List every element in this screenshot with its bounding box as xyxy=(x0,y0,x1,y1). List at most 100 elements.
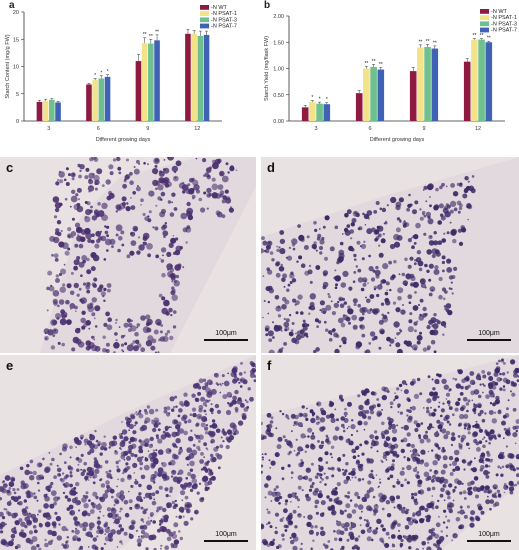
starch-granule xyxy=(268,241,271,244)
y-tick-label: 20 xyxy=(13,10,19,16)
starch-granule xyxy=(317,233,322,238)
starch-granule xyxy=(288,520,293,525)
starch-granule xyxy=(448,423,452,426)
starch-granule xyxy=(385,436,391,442)
starch-granule xyxy=(77,539,80,541)
starch-granule xyxy=(222,431,228,436)
starch-granule xyxy=(327,293,330,296)
starch-granule xyxy=(457,397,461,402)
starch-granule xyxy=(406,417,413,423)
starch-granule xyxy=(366,210,373,216)
starch-granule xyxy=(386,204,389,207)
starch-granule xyxy=(214,158,221,165)
starch-granule xyxy=(385,281,390,286)
starch-granule xyxy=(63,178,67,182)
starch-granule xyxy=(409,256,414,261)
starch-granule xyxy=(33,492,36,495)
starch-granule xyxy=(289,314,292,317)
starch-granule xyxy=(261,453,264,455)
starch-granule xyxy=(320,526,324,530)
starch-granule xyxy=(153,329,159,335)
starch-granule xyxy=(300,311,304,315)
starch-granule xyxy=(147,218,152,223)
starch-granule xyxy=(369,331,376,337)
scale-label-d: 100μm xyxy=(478,330,500,337)
starch-granule xyxy=(370,469,374,473)
starch-granule xyxy=(130,205,136,210)
starch-granule xyxy=(80,453,84,457)
starch-granule xyxy=(10,533,16,539)
scale-label-e: 100μm xyxy=(215,531,237,538)
starch-granule xyxy=(314,499,320,505)
starch-granule xyxy=(323,256,329,261)
starch-granule xyxy=(447,519,451,523)
starch-granule xyxy=(204,172,210,178)
starch-granule xyxy=(419,505,425,511)
starch-granule xyxy=(426,269,430,273)
starch-granule xyxy=(413,321,418,326)
starch-granule xyxy=(359,245,362,248)
starch-granule xyxy=(448,287,451,290)
starch-granule xyxy=(113,503,116,507)
starch-granule xyxy=(502,452,505,454)
starch-granule xyxy=(150,443,153,446)
starch-granule xyxy=(412,305,419,311)
starch-granule xyxy=(162,515,165,518)
starch-granule xyxy=(278,502,281,505)
starch-granule xyxy=(119,441,126,448)
starch-granule xyxy=(200,207,206,213)
starch-granule xyxy=(29,471,33,475)
starch-granule xyxy=(134,421,138,425)
starch-granule xyxy=(395,204,401,211)
starch-granule xyxy=(291,322,295,325)
starch-granule xyxy=(366,298,371,304)
starch-granule xyxy=(297,294,303,300)
starch-granule xyxy=(173,251,177,255)
starch-granule xyxy=(170,237,177,244)
starch-granule xyxy=(81,325,86,330)
starch-granule xyxy=(203,456,206,459)
micrograph-letter-c: c xyxy=(6,160,14,175)
scale-bar-c xyxy=(204,339,248,341)
starch-granule xyxy=(52,319,58,325)
starch-granule xyxy=(345,316,351,322)
starch-granule xyxy=(381,207,387,213)
starch-granule xyxy=(422,306,427,312)
starch-granule xyxy=(382,527,386,532)
starch-granule xyxy=(203,418,208,422)
starch-granule xyxy=(300,263,306,268)
starch-granule xyxy=(91,312,96,317)
starch-granule xyxy=(80,274,83,277)
starch-granule xyxy=(129,506,133,510)
starch-granule xyxy=(262,275,265,277)
starch-granule xyxy=(336,520,342,527)
starch-granule xyxy=(71,177,75,181)
starch-granule xyxy=(125,206,131,212)
starch-granule xyxy=(387,443,393,449)
significance-mark: * xyxy=(319,97,321,103)
starch-granule xyxy=(155,204,158,207)
starch-granule xyxy=(447,495,451,500)
starch-granule xyxy=(320,440,325,445)
starch-granule xyxy=(132,191,136,195)
starch-granule xyxy=(388,260,392,265)
starch-granule xyxy=(151,492,156,497)
starch-granule xyxy=(265,333,269,337)
starch-granule xyxy=(160,259,165,263)
starch-granule xyxy=(123,531,128,536)
starch-granule xyxy=(45,493,48,496)
starch-granule xyxy=(375,265,379,270)
starch-granule xyxy=(430,339,436,345)
starch-granule xyxy=(117,166,122,171)
starch-granule xyxy=(160,544,163,547)
starch-granule xyxy=(447,309,453,316)
starch-granule xyxy=(434,265,439,270)
starch-granule xyxy=(73,486,77,490)
starch-granule xyxy=(136,159,140,164)
starch-granule xyxy=(278,495,283,500)
starch-granule xyxy=(119,490,125,495)
starch-granule xyxy=(140,518,144,522)
starch-granule xyxy=(399,220,402,223)
starch-granule xyxy=(312,539,315,542)
panel-letter-b: b xyxy=(264,0,271,11)
